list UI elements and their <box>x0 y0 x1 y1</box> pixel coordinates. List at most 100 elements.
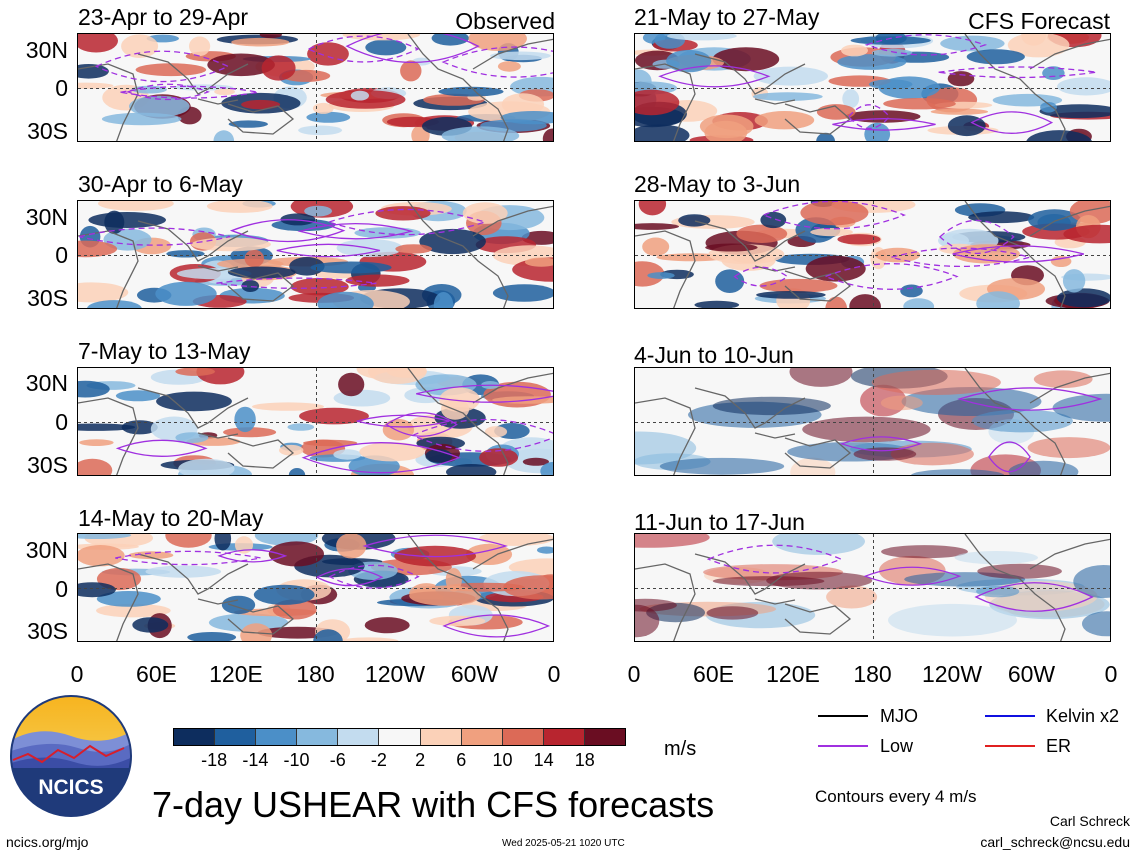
contour-line <box>888 247 1033 268</box>
anomaly-blob <box>187 632 237 641</box>
contour-line <box>362 534 508 558</box>
anomaly-blob <box>350 90 369 101</box>
anomaly-blob <box>503 575 553 600</box>
contour-line <box>276 243 381 258</box>
anomaly-blob <box>875 247 921 263</box>
anomaly-blob <box>244 249 264 268</box>
contour-line <box>79 227 231 246</box>
anomaly-blob <box>78 458 113 475</box>
coastline <box>407 201 509 308</box>
anomaly-blob <box>712 396 831 416</box>
lon-tick-label: 120W <box>921 661 983 687</box>
anomaly-blob <box>647 272 675 279</box>
lon-tick-label: 0 <box>70 661 84 687</box>
panel-title-obs-1: 23-Apr to 29-Apr <box>78 4 249 30</box>
anomaly-blob <box>439 387 480 412</box>
map-plot <box>635 34 1110 141</box>
colorbar-swatch <box>297 729 339 745</box>
anomaly-blob <box>789 368 853 387</box>
anomaly-blob <box>333 449 362 460</box>
anomaly-blob <box>930 108 989 115</box>
anomaly-blob <box>228 266 296 279</box>
anomaly-blob <box>115 390 161 402</box>
website-link[interactable]: ncics.org/mjo <box>6 834 89 850</box>
anomaly-blob <box>78 534 132 539</box>
coastline <box>964 34 1066 141</box>
lat-label-30s-1: 30S <box>27 118 68 144</box>
anomaly-blob <box>667 34 737 41</box>
anomaly-blob <box>312 102 334 114</box>
coastline <box>964 534 1066 641</box>
colorbar-swatch <box>584 729 626 745</box>
anomaly-blob <box>214 534 232 551</box>
map-panel-fcst-1 <box>634 33 1111 142</box>
contour-line <box>217 549 288 563</box>
colorbar-swatch <box>461 729 503 745</box>
coastline <box>197 432 239 439</box>
anomaly-blob <box>135 63 207 77</box>
anomaly-blob <box>189 36 211 57</box>
panel-title-fcst-4: 11-Jun to 17-Jun <box>634 509 805 535</box>
coastline <box>754 432 796 439</box>
colorbar-tick-label: -6 <box>329 750 346 770</box>
anomaly-blob <box>214 88 236 95</box>
anomaly-blob <box>1069 201 1110 224</box>
coastline <box>784 103 852 135</box>
coastline <box>227 603 295 635</box>
anomaly-blob <box>712 576 825 587</box>
coastline <box>694 553 806 595</box>
anomaly-blob <box>78 582 116 598</box>
contour-line <box>301 442 461 474</box>
contour-line <box>442 614 551 638</box>
anomaly-blob <box>1057 77 1110 96</box>
anomaly-blob <box>1063 224 1110 244</box>
anomaly-blob <box>492 284 553 302</box>
anomaly-blob <box>826 585 878 609</box>
contour-line <box>832 118 936 131</box>
coastline <box>472 205 553 237</box>
contour-line <box>957 387 1103 411</box>
anomaly-blob <box>78 240 118 258</box>
contour-line <box>216 277 377 289</box>
contour-line <box>952 245 1085 263</box>
anomaly-blob <box>228 120 268 128</box>
colorbar-swatch <box>256 729 298 745</box>
coastline <box>1029 38 1110 70</box>
anomaly-blob <box>145 565 222 578</box>
observed-tag: Observed <box>455 8 555 34</box>
anomaly-blob <box>805 255 866 282</box>
lon-tick-label: 0 <box>547 661 561 687</box>
anomaly-blob <box>128 551 174 560</box>
map-plot <box>635 201 1110 308</box>
lat-label-30n-1: 30N <box>25 37 68 63</box>
anomaly-blob <box>241 99 281 110</box>
anomaly-blob <box>883 98 956 110</box>
anomaly-blob <box>178 458 235 475</box>
map-panel-fcst-4 <box>634 533 1111 642</box>
colorbar-unit: m/s <box>664 738 697 760</box>
anomaly-blob <box>903 298 935 308</box>
author-name: Carl Schreck <box>1049 813 1130 829</box>
map-plot <box>78 34 553 141</box>
anomaly-blob <box>446 464 497 475</box>
anomaly-blob <box>841 44 868 57</box>
contour-line <box>229 219 346 243</box>
anomaly-blob <box>78 423 136 431</box>
anomaly-blob <box>78 380 110 398</box>
anomaly-blob <box>231 37 290 47</box>
lat-label-30s-2: 30S <box>27 285 68 311</box>
colorbar-tick-label: 14 <box>533 750 554 770</box>
anomaly-blob <box>1050 255 1072 267</box>
coastline <box>137 387 249 429</box>
anomaly-blob <box>317 291 374 308</box>
anomaly-blob <box>240 623 273 641</box>
anomaly-blob <box>635 89 680 116</box>
author-email[interactable]: carl_schreck@ncsu.edu <box>980 834 1130 850</box>
forecast-tag: CFS Forecast <box>968 8 1110 34</box>
coastline <box>472 38 553 70</box>
anomaly-blob <box>78 34 118 53</box>
anomaly-blob <box>542 128 553 141</box>
coastline <box>472 372 553 404</box>
lon-tick-label: 180 <box>296 661 335 687</box>
anomaly-blob <box>1042 66 1065 80</box>
